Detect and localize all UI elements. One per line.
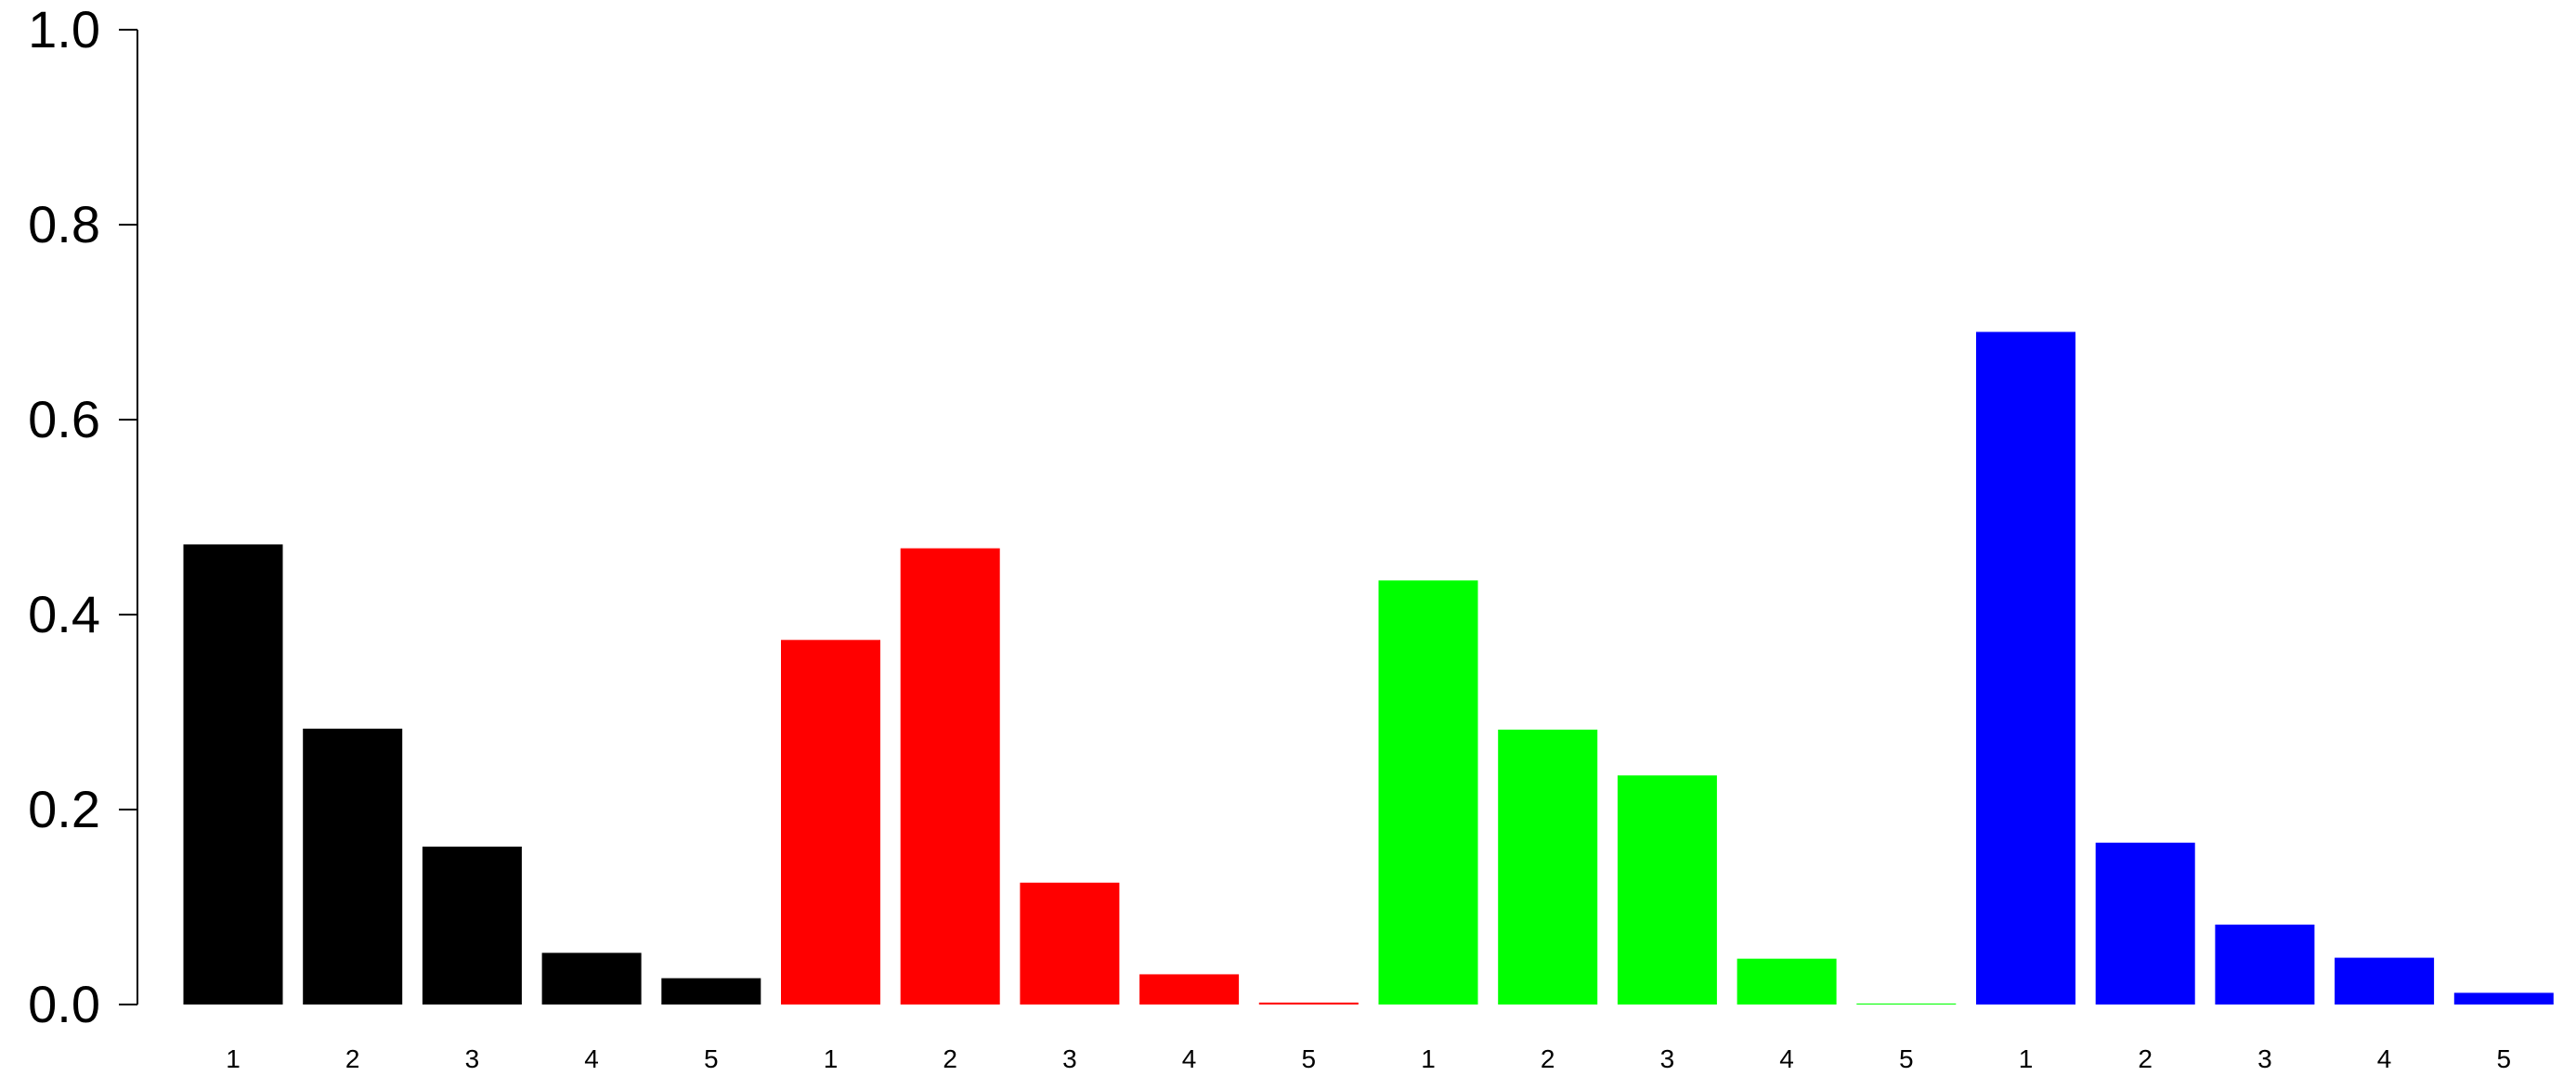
bars: [183, 331, 2554, 1005]
bar: [1737, 958, 1837, 1005]
bar: [303, 728, 403, 1005]
x-tick-label: 3: [2257, 1044, 2272, 1073]
y-tick-label: 1.0: [28, 0, 100, 58]
bar: [1020, 882, 1120, 1005]
y-tick-label: 0.8: [28, 195, 100, 253]
x-tick-label: 2: [2138, 1044, 2153, 1073]
x-tick-label: 1: [1421, 1044, 1436, 1073]
bar: [1617, 775, 1717, 1005]
bar: [1976, 331, 2075, 1005]
bar: [183, 544, 283, 1005]
x-tick-label: 4: [1779, 1044, 1794, 1073]
bar: [1258, 1002, 1359, 1005]
x-tick-label: 5: [2497, 1044, 2512, 1073]
x-tick-label: 3: [1062, 1044, 1077, 1073]
bar: [541, 953, 642, 1005]
x-tick-label: 1: [2019, 1044, 2034, 1073]
bar: [2215, 924, 2315, 1005]
x-tick-label: 2: [943, 1044, 957, 1073]
bar: [422, 846, 522, 1005]
y-axis: 0.0 0.2 0.4 0.6 0.8 1.0: [28, 0, 138, 1033]
x-tick-labels: 1 2 3 4 5 1 2 3 4 5 1 2 3 4 5 1 2 3 4 5: [226, 1044, 2511, 1073]
x-tick-label: 1: [824, 1044, 839, 1073]
bar: [781, 640, 880, 1005]
x-tick-label: 3: [1660, 1044, 1675, 1073]
y-tick-label: 0.6: [28, 390, 100, 448]
x-tick-label: 1: [226, 1044, 241, 1073]
x-tick-label: 5: [704, 1044, 719, 1073]
y-tick-label: 0.0: [28, 975, 100, 1033]
x-tick-label: 2: [345, 1044, 360, 1073]
bar: [1378, 580, 1478, 1005]
bar: [900, 548, 1000, 1005]
bar: [1139, 974, 1240, 1005]
y-tick-label: 0.4: [28, 585, 100, 643]
bar: [2453, 992, 2554, 1005]
x-tick-label: 5: [1899, 1044, 1914, 1073]
bar: [661, 978, 761, 1005]
x-tick-label: 4: [584, 1044, 599, 1073]
x-tick-label: 2: [1541, 1044, 1555, 1073]
x-tick-label: 4: [1182, 1044, 1197, 1073]
bar: [1856, 1003, 1957, 1005]
y-tick-label: 0.2: [28, 780, 100, 838]
bar: [2095, 842, 2195, 1005]
x-tick-label: 5: [1302, 1044, 1317, 1073]
bar: [1498, 729, 1598, 1005]
bar: [2335, 957, 2435, 1005]
x-tick-label: 3: [465, 1044, 480, 1073]
x-tick-label: 4: [2377, 1044, 2392, 1073]
